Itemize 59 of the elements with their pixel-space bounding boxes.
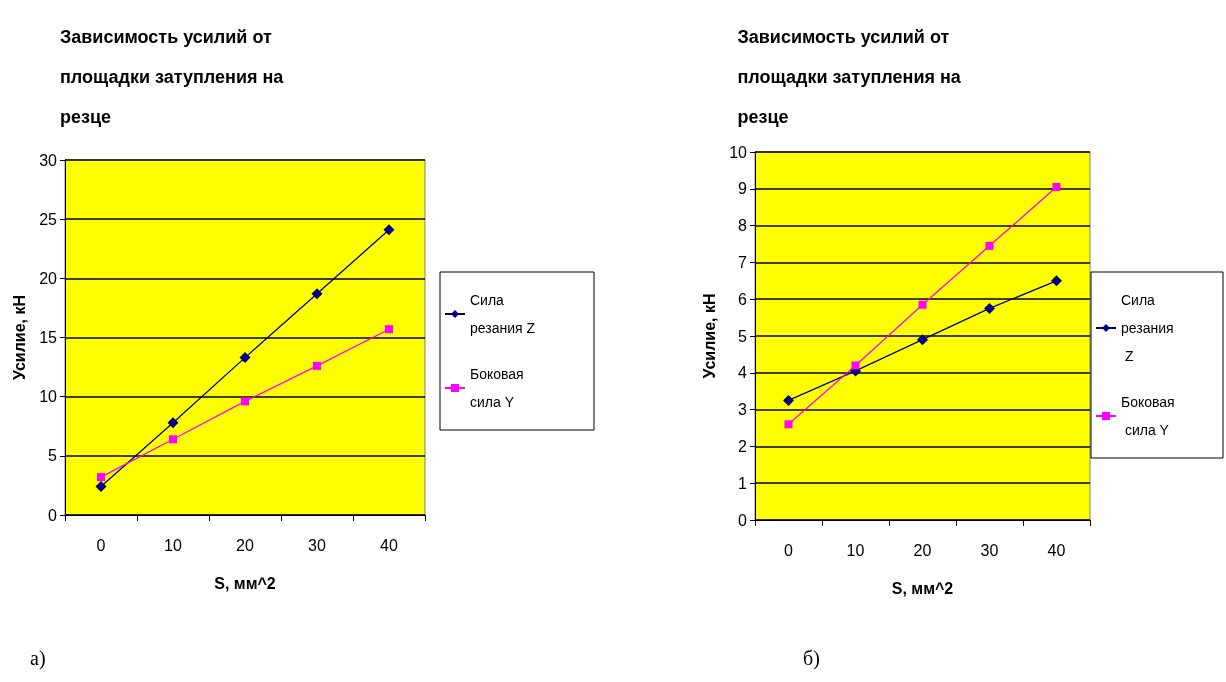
point (1052, 182, 1061, 191)
y-tick-label: 20 (39, 269, 58, 287)
y-tick-label: 0 (738, 511, 748, 529)
point (95, 481, 107, 493)
y-tick-label: 5 (738, 327, 748, 345)
point (985, 241, 994, 250)
x-tick-label: 30 (308, 536, 326, 554)
y-tick-label: 30 (39, 151, 58, 169)
y-tick-label: 10 (729, 143, 748, 161)
point (311, 288, 323, 300)
point (169, 435, 177, 444)
y-tick-label: 10 (39, 388, 58, 406)
y-tick-label: 2 (738, 437, 748, 455)
y-axis-title: Усилие, кН (700, 293, 718, 379)
point (385, 325, 393, 334)
x-tick-label: 10 (164, 536, 182, 554)
y-tick-label: 8 (738, 217, 748, 235)
x-tick-label: 20 (236, 536, 254, 554)
point (783, 394, 794, 406)
point (918, 300, 927, 309)
y-tick-label: 1 (738, 474, 748, 492)
legend-label: Сила резания Z (470, 292, 536, 336)
x-tick-label: 20 (913, 541, 932, 559)
y-tick-label: 3 (738, 401, 748, 419)
y-tick-label: 9 (738, 180, 748, 198)
x-tick-label: 10 (846, 541, 865, 559)
point (917, 334, 928, 346)
legend-label: Боковая сила Y (1121, 394, 1175, 438)
chart-title: Зависимость усилий от площадки затупления на резце (737, 27, 966, 127)
y-tick-label: 15 (39, 329, 58, 346)
y-axis-title: Усилие, кН (10, 294, 28, 381)
x-tick-label: 0 (784, 541, 794, 559)
point (313, 361, 321, 370)
point (851, 361, 860, 370)
y-tick-label: 25 (39, 210, 58, 228)
x-axis-title: S, мм^2 (214, 574, 276, 592)
legend-label: Боковая сила Y (470, 366, 528, 410)
point (1051, 275, 1062, 287)
x-tick-label: 40 (1047, 541, 1066, 559)
point (241, 397, 249, 406)
text: б) (803, 647, 820, 670)
point (984, 302, 995, 314)
chart-title: Зависимость усилий от площадки затупления на резце (60, 27, 289, 127)
y-tick-label: 0 (48, 506, 58, 524)
y-tick-label: 5 (48, 447, 58, 465)
legend-label: Сила резания Z (1121, 292, 1174, 364)
y-tick-label: 6 (738, 290, 748, 308)
x-tick-label: 0 (96, 536, 106, 554)
x-tick-label: 30 (980, 541, 999, 559)
point (784, 420, 793, 429)
point (239, 352, 251, 364)
point (97, 473, 105, 482)
x-axis-title: S, мм^2 (891, 579, 954, 597)
point (167, 417, 179, 429)
point (383, 224, 395, 236)
text: а) (30, 647, 46, 670)
x-tick-label: 40 (380, 536, 398, 554)
y-tick-label: 7 (738, 253, 748, 271)
y-tick-label: 4 (738, 364, 748, 382)
